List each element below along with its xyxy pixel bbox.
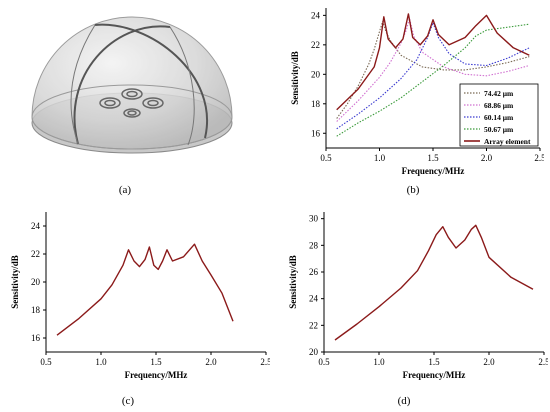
x-tick-label: 1.5 [150,357,162,367]
x-tick-label: 0.5 [320,153,332,163]
y-tick-label: 20 [31,277,41,287]
x-tick-label: 2.5 [538,357,548,367]
x-tick-label: 0.5 [318,357,330,367]
panel-a [20,5,250,180]
x-tick-label: 1.0 [95,357,107,367]
legend-label: 60.14 μm [484,113,514,122]
chart-b-container: 0.5 1.0 1.5 2.0 2.5 16 18 20 22 24 Frequency/MHz Se… [282,0,546,187]
y-tick-label: 16 [311,128,321,138]
y-tick-label: 28 [309,240,319,250]
y-tick-label: 22 [309,320,318,330]
y-tick-label: 22 [311,40,320,50]
series-line [336,13,530,111]
x-tick-label: 1.0 [374,153,386,163]
y-tick-label: 18 [31,305,41,315]
series-line [334,224,534,341]
caption-d: (d) [397,395,411,407]
y-tick-label: 18 [311,99,321,109]
legend-label: 68.86 μm [484,101,514,110]
series-line [336,17,530,122]
legend-label: 74.42 μm [484,89,514,98]
y-tick-label: 24 [311,10,321,20]
legend-label: Array element [484,137,531,146]
y-tick-label: 24 [31,221,41,231]
x-tick-label: 2.0 [481,153,493,163]
caption-a: (a) [118,184,132,196]
hemisphere-array-image [31,16,233,154]
chart-c-container: 0.5 1.0 1.5 2.0 2.5 16 18 20 22 24 Frequency/MHz Se… [2,200,272,387]
x-tick-label: 2.5 [260,357,270,367]
chart-b: 0.5 1.0 1.5 2.0 2.5 16 18 20 22 24 Frequency/MHz Se… [290,8,546,176]
legend-label: 50.67 μm [484,125,514,134]
y-axis-label: Sensitivity/dB [288,255,298,309]
x-tick-label: 1.0 [373,357,385,367]
x-axis-label: Frequency/MHz [402,166,465,176]
y-tick-label: 16 [31,333,41,343]
y-tick-label: 30 [309,214,319,224]
series-line [336,23,530,137]
y-axis-label: Sensitivity/dB [10,255,20,309]
series-line [336,22,530,130]
chart-c: 0.5 1.0 1.5 2.0 2.5 16 18 20 22 24 Frequency/MHz Se… [10,212,272,380]
x-axis-label: Frequency/MHz [403,370,466,380]
x-axis-label: Frequency/MHz [125,370,188,380]
y-tick-label: 20 [309,347,319,357]
x-tick-label: 0.5 [40,357,52,367]
chart-d: 0.5 1.0 1.5 2.0 2.5 20 22 24 26 28 30 Frequency/MHz… [288,212,550,380]
caption-c: (c) [121,395,135,407]
x-tick-label: 2.5 [534,153,544,163]
y-tick-label: 26 [309,267,319,277]
x-tick-label: 2.0 [483,357,495,367]
series-line [56,243,234,336]
y-axis-label: Sensitivity/dB [290,51,300,105]
chart-d-container: 0.5 1.0 1.5 2.0 2.5 20 22 24 26 28 30 Frequency/MHz… [280,200,550,387]
x-tick-label: 1.5 [428,357,440,367]
x-tick-label: 1.5 [427,153,439,163]
caption-b: (b) [406,184,420,196]
x-tick-label: 2.0 [205,357,217,367]
y-tick-label: 20 [311,69,321,79]
y-tick-label: 22 [31,249,40,259]
legend-box [459,83,539,147]
y-tick-label: 24 [309,294,319,304]
